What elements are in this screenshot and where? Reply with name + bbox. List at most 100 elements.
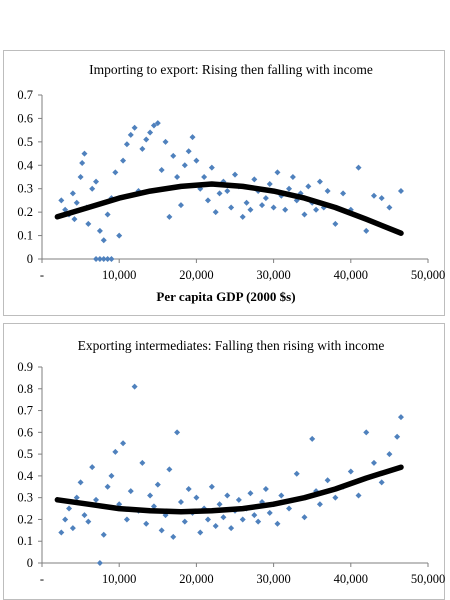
data-point (305, 183, 312, 190)
data-point (104, 256, 111, 262)
data-point (216, 501, 223, 508)
y-tick-label: 0.8 (17, 382, 33, 396)
y-tick-label: 0 (27, 556, 33, 570)
data-point (262, 195, 269, 202)
y-tick-label: 0.1 (17, 534, 33, 548)
y-tick-label: 0 (27, 252, 33, 266)
data-point (89, 464, 96, 471)
x-tick-label: 30,000 (256, 572, 290, 586)
trend-line (54, 464, 404, 515)
data-point (301, 211, 308, 218)
y-tick-label: 0.1 (17, 229, 33, 243)
data-point (247, 206, 254, 213)
data-point (332, 494, 339, 501)
chart-1-trend (54, 181, 404, 236)
data-point (147, 129, 154, 136)
chart-2-title: Exporting intermediates: Falling then ri… (78, 338, 385, 353)
data-point (301, 514, 308, 521)
data-point (181, 162, 188, 169)
data-point (228, 204, 235, 211)
data-point (162, 138, 169, 145)
data-point (93, 496, 100, 503)
data-point (177, 499, 184, 506)
data-point (154, 120, 161, 127)
data-point (150, 503, 157, 510)
data-point (89, 185, 96, 192)
data-point (96, 227, 103, 234)
data-point (274, 520, 281, 527)
data-point (251, 176, 258, 183)
data-point (143, 136, 150, 143)
data-point (104, 483, 111, 490)
data-point (108, 472, 115, 479)
data-point (96, 560, 103, 566)
data-point (154, 481, 161, 488)
data-point (316, 501, 323, 508)
data-point (93, 178, 100, 185)
data-point (131, 124, 138, 131)
data-point (120, 440, 127, 447)
data-point (370, 459, 377, 466)
data-point (69, 525, 76, 532)
data-point (259, 202, 266, 209)
data-point (204, 197, 211, 204)
data-point (85, 220, 92, 227)
data-point (81, 150, 88, 157)
data-point (274, 169, 281, 176)
y-tick-label: 0.4 (17, 158, 33, 172)
data-point (201, 174, 208, 180)
data-point (77, 174, 84, 180)
data-point (208, 164, 215, 171)
data-point (81, 512, 88, 519)
data-point (116, 232, 123, 239)
data-point (112, 448, 119, 455)
x-tick-label: - (40, 268, 44, 282)
y-tick-label: 0.5 (17, 135, 33, 149)
y-tick-label: 0.2 (17, 205, 33, 219)
data-point (266, 509, 273, 516)
data-point (185, 148, 192, 155)
data-point (166, 213, 173, 220)
chart-1-title: Importing to export: Rising then falling… (89, 62, 373, 77)
data-point (397, 188, 404, 195)
data-point (232, 171, 238, 178)
data-point (174, 429, 181, 436)
data-point (289, 174, 296, 180)
data-point (85, 518, 92, 525)
data-point (266, 181, 273, 188)
data-point (158, 527, 165, 534)
chart-1-points (58, 120, 404, 262)
data-point (193, 494, 200, 501)
y-tick-label: 0.9 (17, 360, 33, 374)
data-point (262, 485, 269, 492)
y-tick-label: 0.5 (17, 447, 33, 461)
chart-1-axes (38, 94, 429, 263)
data-point (170, 533, 177, 540)
data-point (243, 199, 250, 206)
data-point (112, 169, 119, 176)
chart-2-points (58, 383, 404, 566)
data-point (378, 195, 385, 202)
data-point (212, 522, 219, 529)
chart-1-ticks: 0 0.1 0.2 0.3 0.4 0.5 0.6 0.7 - 10,000 20,000 30,00… (17, 88, 445, 282)
data-point (286, 505, 293, 512)
data-point (108, 256, 115, 262)
data-point (147, 492, 154, 499)
data-point (251, 512, 258, 519)
data-point (150, 122, 157, 129)
data-point (100, 256, 107, 262)
data-point (282, 206, 289, 213)
chart-2-axes (38, 366, 429, 567)
data-point (62, 516, 69, 523)
x-tick-label: 20,000 (179, 572, 213, 586)
x-tick-label: 40,000 (334, 268, 368, 282)
data-point (79, 159, 86, 166)
data-point (174, 174, 181, 180)
data-point (127, 488, 134, 495)
y-tick-label: 0.6 (17, 425, 33, 439)
x-tick-label: 10,000 (102, 572, 136, 586)
data-point (93, 256, 100, 262)
x-tick-label: 30,000 (256, 268, 290, 282)
x-tick-label: 40,000 (334, 572, 368, 586)
data-point (370, 192, 377, 199)
